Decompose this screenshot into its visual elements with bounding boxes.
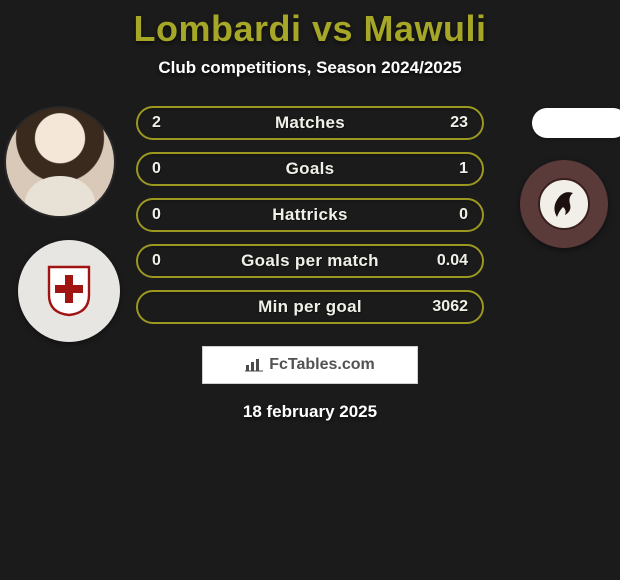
comparison-card: Lombardi vs Mawuli Club competitions, Se… [0, 0, 620, 580]
stat-label: Goals [286, 159, 335, 179]
page-title: Lombardi vs Mawuli [0, 8, 620, 50]
stat-row: 0 Goals per match 0.04 [136, 244, 484, 278]
stat-row: Min per goal 3062 [136, 290, 484, 324]
stat-row: 0 Goals 1 [136, 152, 484, 186]
source-badge-text: FcTables.com [269, 356, 375, 374]
stat-bars: 2 Matches 23 0 Goals 1 0 Hattricks 0 0 G… [136, 106, 484, 324]
page-subtitle: Club competitions, Season 2024/2025 [0, 58, 620, 78]
stat-left-value: 0 [152, 160, 161, 178]
content-area: 2 Matches 23 0 Goals 1 0 Hattricks 0 0 G… [0, 106, 620, 422]
stat-label: Min per goal [258, 297, 362, 317]
source-badge[interactable]: FcTables.com [202, 346, 418, 384]
player-left-avatar [6, 108, 114, 216]
stat-right-value: 23 [450, 114, 468, 132]
stat-left-value: 0 [152, 206, 161, 224]
bar-chart-icon [245, 358, 263, 372]
stat-label: Goals per match [241, 251, 379, 271]
player-right-avatar-placeholder [532, 108, 620, 138]
stat-right-value: 1 [459, 160, 468, 178]
footer-date: 18 february 2025 [0, 402, 620, 422]
stat-row: 0 Hattricks 0 [136, 198, 484, 232]
player-right-club-badge [520, 160, 608, 248]
stat-row: 2 Matches 23 [136, 106, 484, 140]
player-left-club-badge [18, 240, 120, 342]
stat-right-value: 0 [459, 206, 468, 224]
stat-label: Matches [275, 113, 345, 133]
stat-left-value: 0 [152, 252, 161, 270]
stat-right-value: 3062 [432, 298, 468, 316]
stat-left-value: 2 [152, 114, 161, 132]
stat-right-value: 0.04 [437, 252, 468, 270]
stat-label: Hattricks [272, 205, 347, 225]
